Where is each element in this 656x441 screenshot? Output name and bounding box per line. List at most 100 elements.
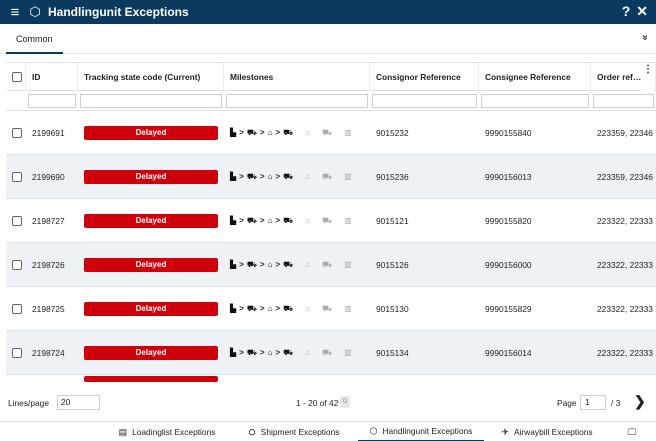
header-consignee-reference[interactable]: Consignee Reference bbox=[479, 63, 591, 90]
monitor-icon[interactable]: 🖵 bbox=[627, 426, 637, 437]
cell-id: 2199690 bbox=[32, 171, 65, 182]
cell-milestones: ▙ > ⛟ > ⌂ > ⛟ ⌂ ⛟ ▥ bbox=[224, 287, 370, 330]
hamburger-menu-icon[interactable]: ≡ bbox=[10, 3, 20, 21]
header-consignor-reference[interactable]: Consignor Reference bbox=[370, 63, 479, 90]
truck-fast-icon: ⛟ bbox=[283, 127, 294, 137]
warehouse-icon: ⌂ bbox=[267, 172, 273, 181]
cell-consignee-reference: 9990155829 bbox=[485, 303, 532, 314]
bottom-tab-label: Loadinglist Exceptions bbox=[132, 427, 216, 437]
filter-consignee-input[interactable] bbox=[481, 93, 589, 108]
bottom-tab-shipment[interactable]: ⛭ Shipment Exceptions bbox=[230, 422, 358, 441]
bottom-tab-label: Airwaybill Exceptions bbox=[513, 427, 593, 437]
header-milestones[interactable]: Milestones bbox=[224, 63, 370, 90]
cell-order-ref: 223359, 22346 bbox=[597, 171, 653, 182]
table-row[interactable]: 2198726 Delayed ▙ > ⛟ > ⌂ > ⛟ ⌂ ⛟ ▥ 9015126 999015600… bbox=[6, 243, 656, 287]
window-title: Handlingunit Exceptions bbox=[48, 5, 189, 19]
building-icon: ▥ bbox=[344, 216, 352, 225]
row-checkbox[interactable] bbox=[12, 127, 22, 138]
cell-tracking-state: Delayed bbox=[78, 287, 224, 330]
warehouse-icon: ⌂ bbox=[267, 348, 273, 357]
status-badge: Delayed bbox=[84, 345, 218, 360]
row-select-cell bbox=[6, 243, 26, 286]
cell-consignor-reference: 9015236 bbox=[376, 171, 409, 182]
truck-outline-icon: ⛟ bbox=[322, 347, 333, 357]
header-tracking-state-label: Tracking state code (Current) bbox=[84, 71, 201, 82]
grid-header-row: ID Tracking state code (Current) Milesto… bbox=[6, 63, 656, 91]
table-row[interactable]: 2198725 Delayed ▙ > ⛟ > ⌂ > ⛟ ⌂ ⛟ ▥ 9015130 999015582… bbox=[6, 287, 656, 331]
cell-consignor-reference: 9015126 bbox=[376, 259, 409, 270]
table-row[interactable]: 2199691 Delayed ▙ > ⛟ > ⌂ > ⛟ ⌂ ⛟ ▥ 9015232 999015584… bbox=[6, 111, 656, 155]
select-all-checkbox[interactable] bbox=[12, 71, 22, 82]
header-select-all-cell bbox=[6, 63, 26, 90]
cell-milestones: ▙ > ⛟ > ⌂ > ⛟ ⌂ ⛟ ▥ bbox=[224, 111, 370, 154]
title-bar: ≡ ⬡ Handlingunit Exceptions ? ✕ bbox=[0, 0, 656, 24]
cell-consignor-reference: 9015232 bbox=[376, 127, 409, 138]
factory-icon: ▙ bbox=[230, 304, 237, 313]
cell-id: 2199691 bbox=[32, 127, 65, 138]
lines-per-page-input[interactable]: 20 bbox=[57, 395, 100, 410]
status-badge: Delayed bbox=[84, 169, 218, 184]
warehouse-icon: ⌂ bbox=[267, 128, 273, 137]
column-options-icon[interactable]: ⋮ bbox=[642, 63, 654, 91]
truck-outline-icon: ⛟ bbox=[322, 127, 333, 137]
milestones-track: ▙ > ⛟ > ⌂ > ⛟ ⌂ ⛟ ▥ bbox=[230, 303, 352, 314]
table-row[interactable]: 2198724 Delayed ▙ > ⛟ > ⌂ > ⛟ ⌂ ⛟ ▥ 9015134 999015601… bbox=[6, 331, 656, 375]
cell-order-ref: 223359, 22346 bbox=[597, 127, 653, 138]
building-icon: ▥ bbox=[344, 304, 352, 313]
bottom-tab-label: Shipment Exceptions bbox=[260, 427, 340, 437]
building-icon: ▥ bbox=[344, 260, 352, 269]
page-input[interactable]: 1 bbox=[580, 395, 606, 410]
truck-outline-icon: ⛟ bbox=[322, 215, 333, 225]
bottom-tab-airwaybill[interactable]: ✈ Airwaybill Exceptions bbox=[484, 422, 610, 441]
header-consignor-label: Consignor Reference bbox=[376, 71, 461, 82]
milestones-track: ▙ > ⛟ > ⌂ > ⛟ ⌂ ⛟ ▥ bbox=[230, 347, 352, 358]
cell-tracking-state: Delayed bbox=[78, 199, 224, 242]
bottom-tab-handlingunit[interactable]: ⬡ Handlingunit Exceptions bbox=[358, 422, 484, 441]
filter-consignor-input[interactable] bbox=[372, 93, 477, 108]
truck-fast-icon: ⛟ bbox=[283, 259, 294, 269]
milestones-track: ▙ > ⛟ > ⌂ > ⛟ ⌂ ⛟ ▥ bbox=[230, 215, 352, 226]
milestones-track: ▙ > ⛟ > ⌂ > ⛟ ⌂ ⛟ ▥ bbox=[230, 127, 352, 138]
cell-milestones: ▙ > ⛟ > ⌂ > ⛟ ⌂ ⛟ ▥ bbox=[224, 243, 370, 286]
row-checkbox[interactable] bbox=[12, 303, 22, 314]
filter-tracking-state-input[interactable] bbox=[80, 93, 222, 108]
truck-fast-icon: ⛟ bbox=[283, 347, 294, 357]
header-id[interactable]: ID bbox=[26, 63, 78, 90]
row-checkbox[interactable] bbox=[12, 259, 22, 270]
truck-icon: ⛟ bbox=[246, 171, 257, 181]
cell-milestones: ▙ > ⛟ > ⌂ > ⛟ ⌂ ⛟ ▥ bbox=[224, 331, 370, 374]
row-checkbox[interactable] bbox=[12, 347, 22, 358]
cell-milestones: ▙ > ⛟ > ⌂ > ⛟ ⌂ ⛟ ▥ bbox=[224, 155, 370, 198]
status-badge: Delayed bbox=[84, 257, 218, 272]
table-row[interactable]: 2198727 Delayed ▙ > ⛟ > ⌂ > ⛟ ⌂ ⛟ ▥ 9015121 999015582… bbox=[6, 199, 656, 243]
cell-id: 2198727 bbox=[32, 215, 65, 226]
filter-order-input[interactable] bbox=[593, 93, 654, 108]
header-milestones-label: Milestones bbox=[230, 71, 274, 82]
building-icon: ▥ bbox=[344, 172, 352, 181]
header-tracking-state[interactable]: Tracking state code (Current) bbox=[78, 63, 224, 90]
row-checkbox[interactable] bbox=[12, 215, 22, 226]
cell-id: 2198726 bbox=[32, 259, 65, 270]
cell-consignee-reference: 9990156014 bbox=[485, 347, 532, 358]
factory-icon: ▙ bbox=[230, 348, 237, 357]
cell-tracking-state: Delayed bbox=[78, 331, 224, 374]
next-page-button[interactable]: ❯ bbox=[634, 393, 646, 409]
row-select-cell bbox=[6, 287, 26, 330]
bottom-tab-bar: ▤ Loadinglist Exceptions ⛭ Shipment Except… bbox=[0, 421, 656, 441]
tab-common[interactable]: Common bbox=[6, 24, 63, 54]
truck-icon: ⛟ bbox=[246, 347, 257, 357]
filter-id-input[interactable] bbox=[28, 93, 76, 108]
help-button[interactable]: ? bbox=[621, 3, 631, 19]
status-badge: Delayed bbox=[84, 125, 218, 140]
warehouse-outline-icon: ⌂ bbox=[305, 172, 311, 181]
header-consignee-label: Consignee Reference bbox=[485, 71, 571, 82]
table-row[interactable]: 2199690 Delayed ▙ > ⛟ > ⌂ > ⛟ ⌂ ⛟ ▥ 9015236 999015601… bbox=[6, 155, 656, 199]
warehouse-icon: ⌂ bbox=[267, 304, 273, 313]
cell-consignor-reference: 9015130 bbox=[376, 303, 409, 314]
row-checkbox[interactable] bbox=[12, 171, 22, 182]
filter-milestones-input[interactable] bbox=[226, 93, 368, 108]
bottom-tab-loadinglist[interactable]: ▤ Loadinglist Exceptions bbox=[104, 422, 230, 441]
close-button[interactable]: ✕ bbox=[636, 3, 648, 19]
collapse-chevron-icon[interactable]: » bbox=[639, 34, 651, 41]
